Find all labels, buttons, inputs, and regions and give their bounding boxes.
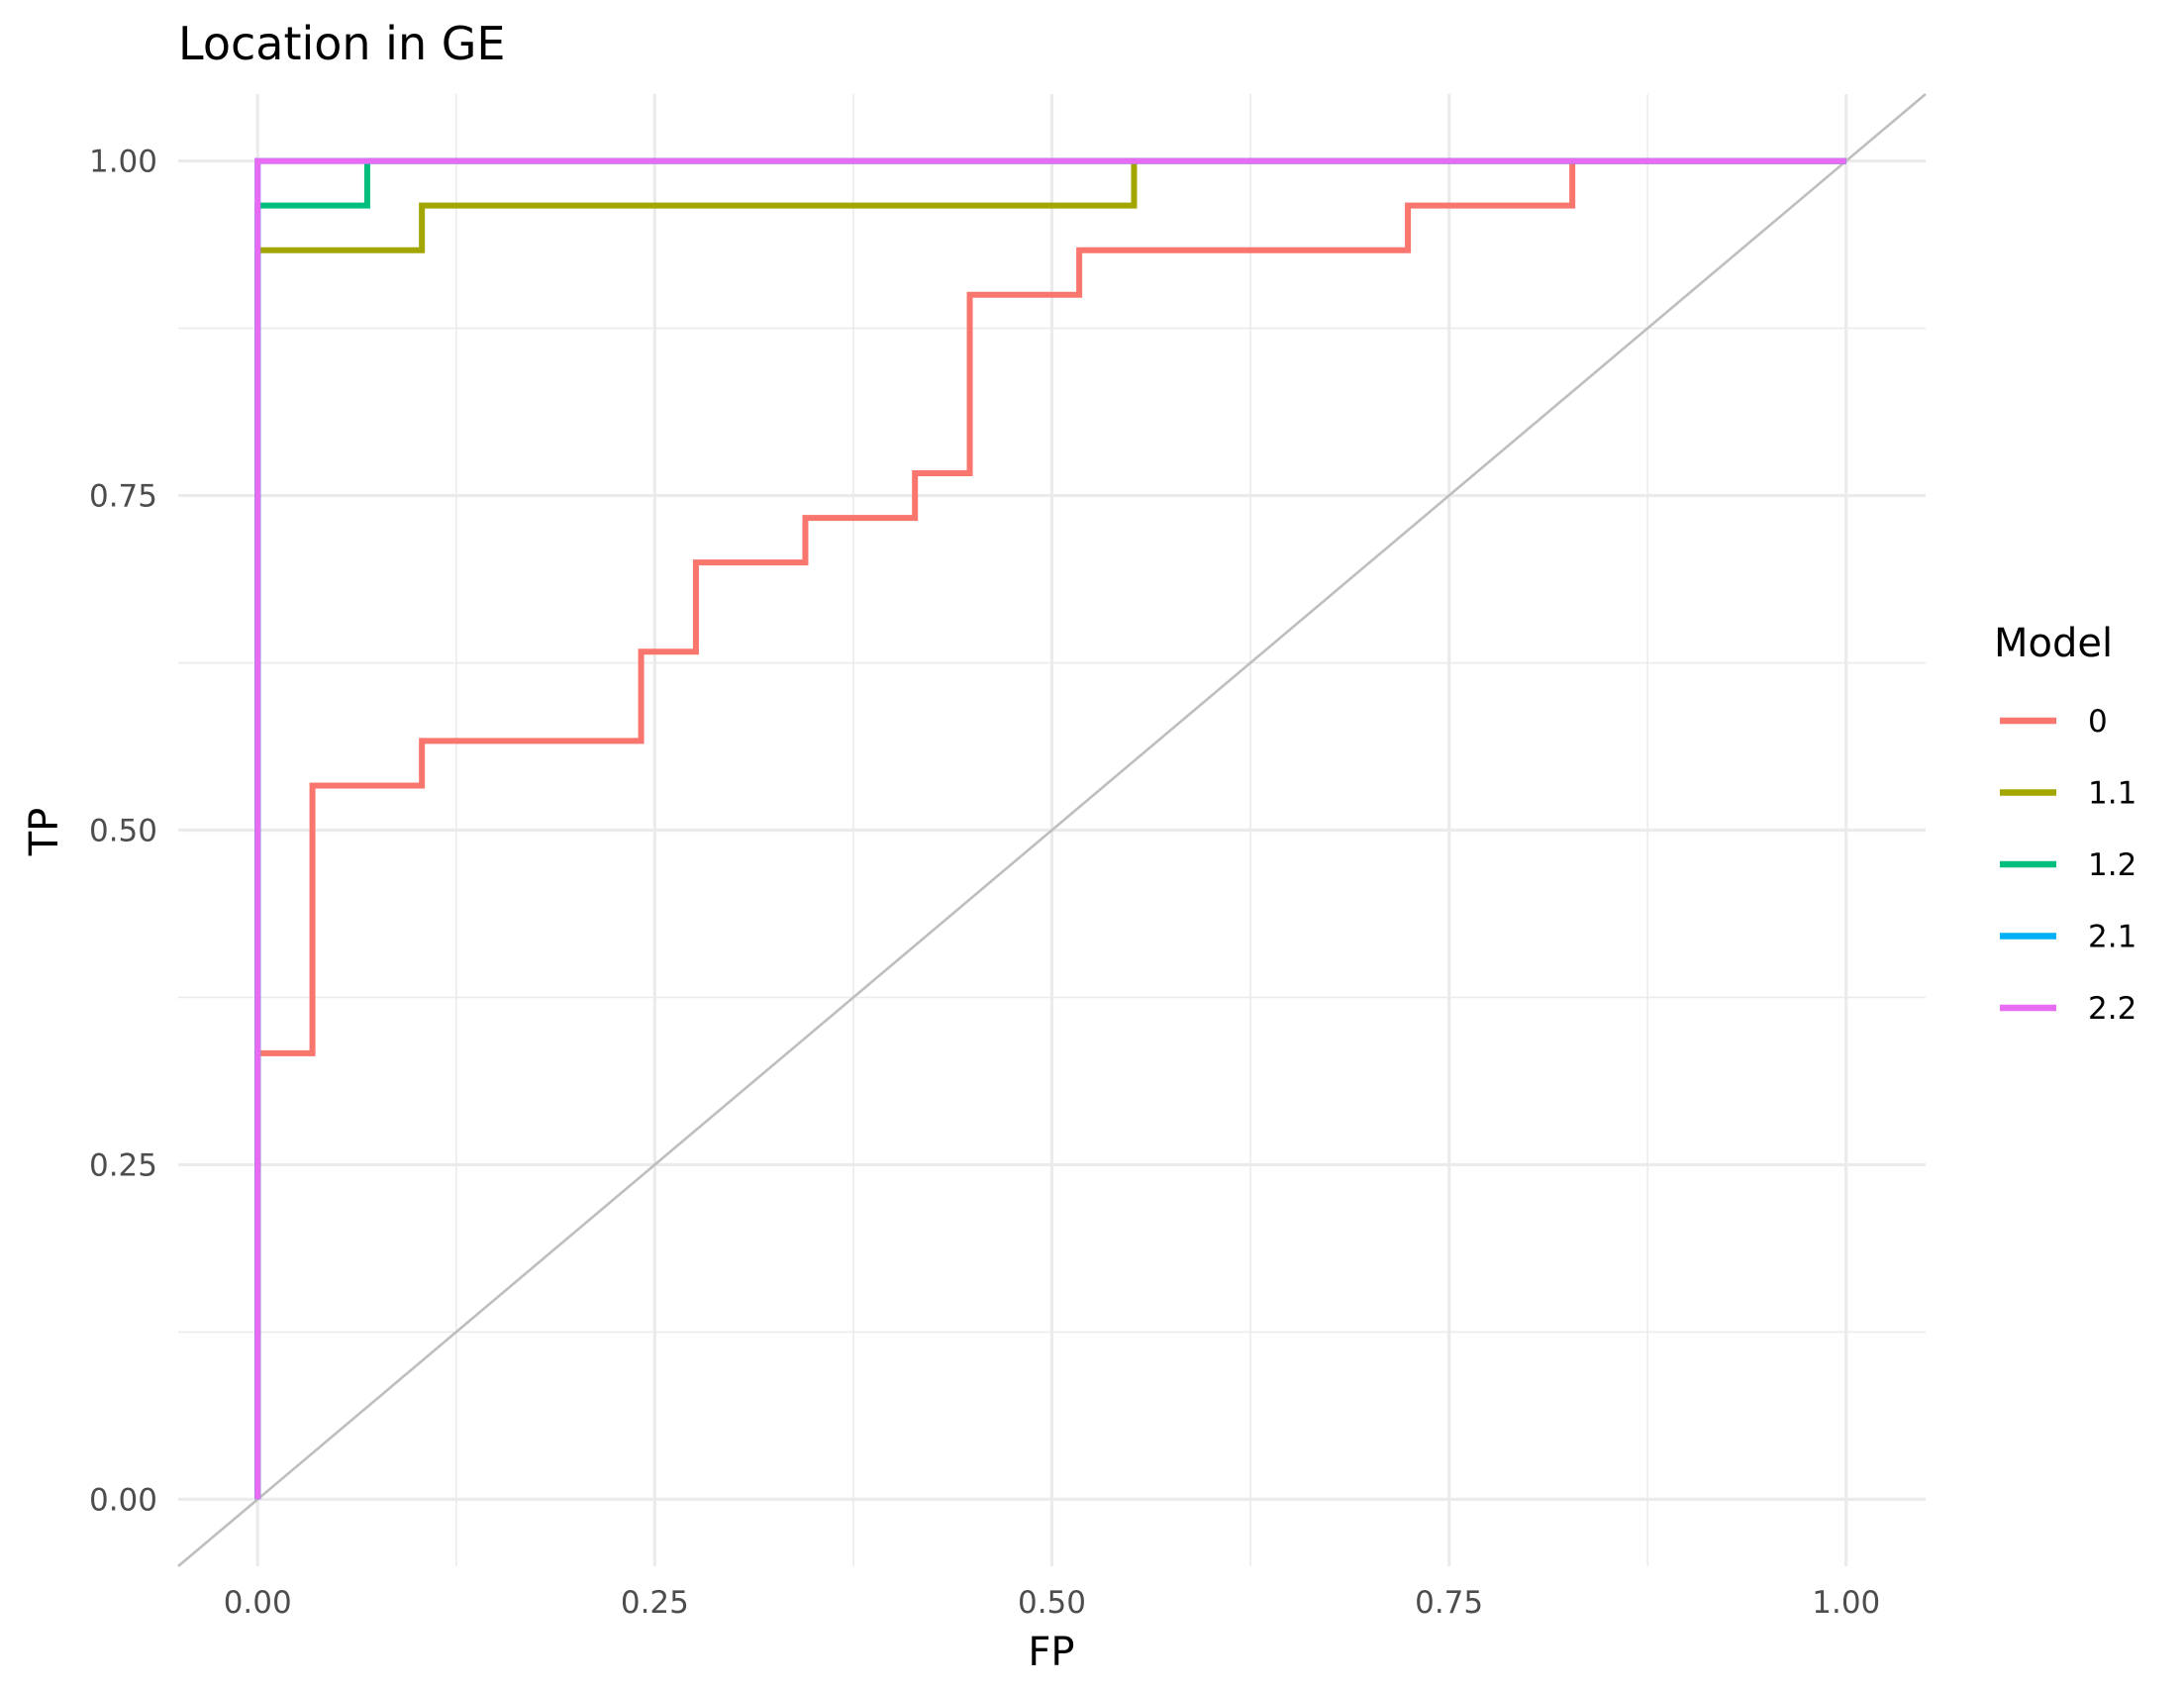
x-tick-label: 0.75 bbox=[1415, 1585, 1483, 1621]
x-axis-title: FP bbox=[1028, 1630, 1074, 1675]
y-tick-label: 0.50 bbox=[89, 814, 157, 849]
legend-label: 0 bbox=[2088, 704, 2108, 740]
diagonal-line bbox=[177, 93, 1927, 1567]
legend-label: 1.1 bbox=[2088, 776, 2136, 812]
y-tick-label: 1.00 bbox=[89, 145, 157, 180]
legend-items: 0 1.1 1.2 2.1 2.2 bbox=[2000, 704, 2136, 1027]
y-tick-label: 0.25 bbox=[89, 1147, 157, 1183]
x-tick-label: 0.00 bbox=[224, 1585, 292, 1621]
series-line-0 bbox=[254, 157, 1846, 1500]
legend-title: Model bbox=[1994, 621, 2113, 666]
reference-diagonal bbox=[177, 93, 1927, 1567]
y-tick-label: 0.00 bbox=[89, 1482, 157, 1518]
series-lines bbox=[254, 157, 1846, 1500]
chart-title: Location in GE bbox=[178, 17, 505, 70]
legend-label: 2.1 bbox=[2088, 920, 2136, 955]
x-tick-label: 0.25 bbox=[621, 1585, 689, 1621]
x-tick-label: 1.00 bbox=[1812, 1585, 1880, 1621]
legend: Model 0 1.1 1.2 2.1 2.2 bbox=[1994, 621, 2136, 1027]
x-tick-label: 0.50 bbox=[1018, 1585, 1086, 1621]
legend-label: 2.2 bbox=[2088, 991, 2136, 1027]
y-tick-label: 0.75 bbox=[89, 479, 157, 515]
tick-labels: 0.00 0.25 0.50 0.75 1.00 0.00 0.25 0.50 0.75 1.00 bbox=[89, 145, 1880, 1621]
series-line-2-2 bbox=[254, 157, 1846, 1500]
legend-label: 1.2 bbox=[2088, 847, 2136, 883]
y-axis-title: TP bbox=[22, 808, 67, 857]
